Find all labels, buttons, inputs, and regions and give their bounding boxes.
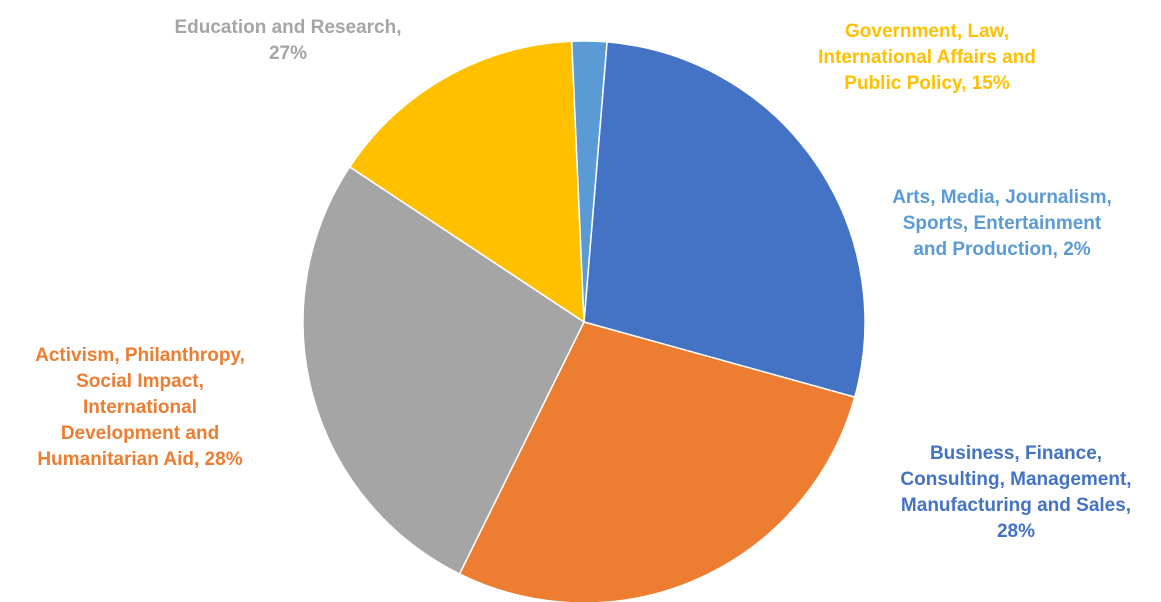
slice-label-arts: Arts, Media, Journalism, Sports, Enterta… (866, 185, 1138, 263)
label-line: Arts, Media, Journalism, (892, 187, 1112, 208)
label-line: Public Policy, 15% (844, 73, 1010, 94)
pie-slice-business (583, 41, 866, 399)
label-line: Humanitarian Aid, 28% (37, 449, 243, 470)
pie-slice-gov (348, 40, 585, 324)
label-line: Manufacturing and Sales, (900, 495, 1132, 516)
pie-slice-activism (458, 321, 856, 602)
label-line: Business, Finance, (929, 443, 1103, 464)
label-line: International (82, 397, 197, 418)
slice-label-business: Business, Finance, Consulting, Managemen… (880, 441, 1152, 545)
label-line: Government, Law, (845, 21, 1009, 42)
label-line: Social Impact, (76, 371, 204, 392)
pie-slice-arts (570, 40, 608, 323)
label-line: Education and Research, (174, 17, 402, 38)
label-line: 27% (268, 43, 308, 64)
label-line: International Affairs and (818, 47, 1036, 68)
label-line: Activism, Philanthropy, (35, 345, 245, 366)
slice-label-education: Education and Research, 27% (148, 15, 428, 67)
label-line: Sports, Entertainment (902, 213, 1102, 234)
label-line: Consulting, Management, (900, 469, 1132, 490)
pie-slice-edu (302, 165, 585, 575)
label-line: 28% (996, 521, 1036, 542)
label-line: Development and (60, 423, 220, 444)
slice-label-activism: Activism, Philanthropy, Social Impact, I… (0, 343, 280, 473)
label-line: and Production, 2% (913, 239, 1091, 260)
slice-label-government: Government, Law, International Affairs a… (782, 19, 1072, 97)
